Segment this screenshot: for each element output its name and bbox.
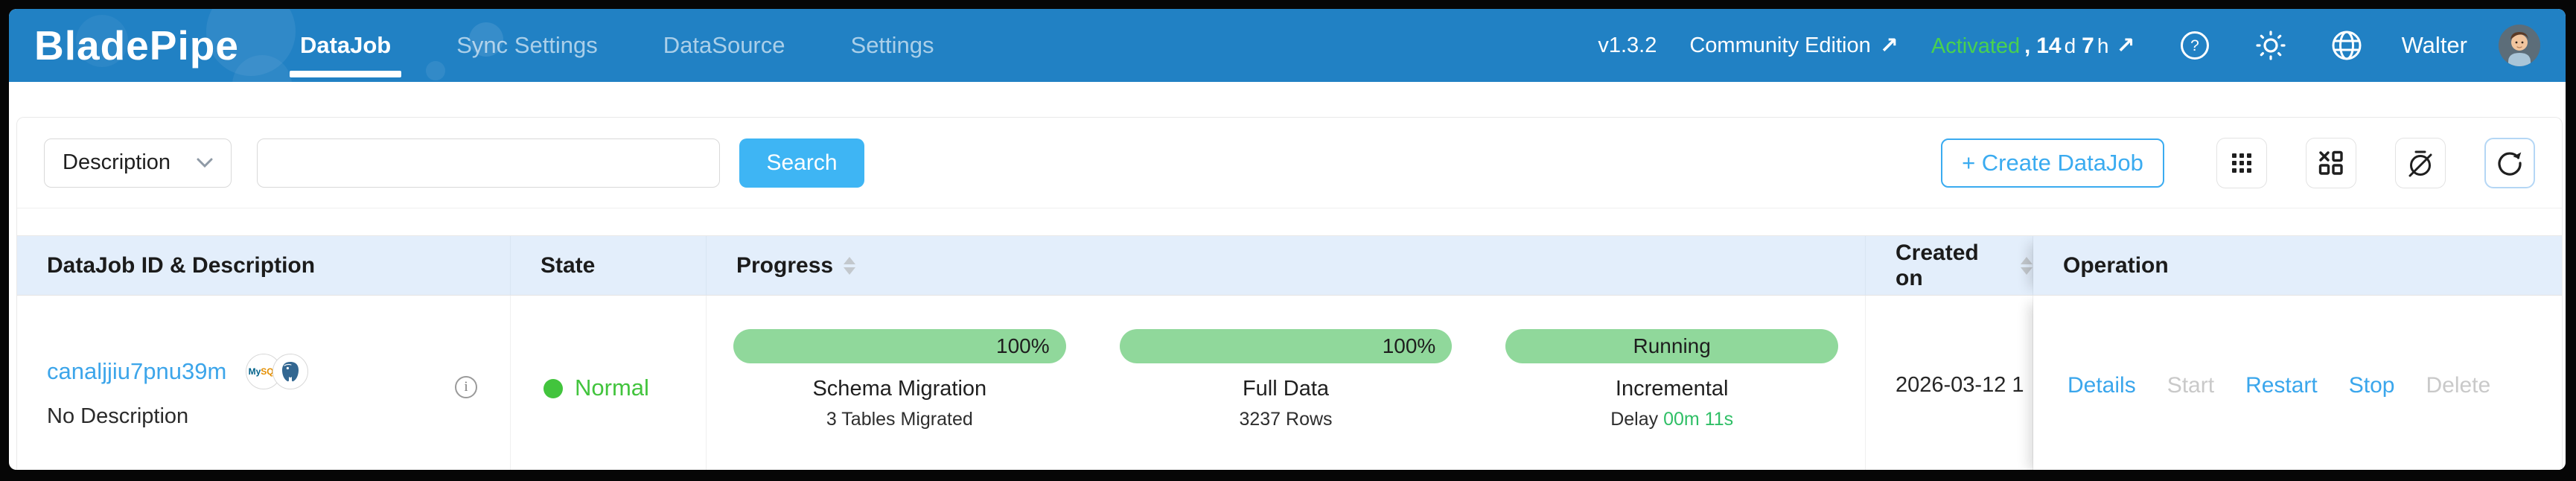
- svg-text:?: ?: [2190, 37, 2199, 54]
- progress-step-name: Schema Migration: [812, 377, 987, 401]
- col-header-state: State: [511, 236, 707, 296]
- postgresql-logo: [272, 354, 309, 389]
- progress-bar: 100%: [1119, 329, 1453, 363]
- app-window: BladePipe DataJob Sync Settings DataSour…: [9, 9, 2566, 470]
- state-dot-icon: [543, 379, 563, 398]
- external-link-icon: ↗: [2116, 33, 2135, 58]
- nav-item-label: Settings: [850, 32, 934, 58]
- nav-item-label: DataSource: [663, 32, 785, 58]
- progress-step-name: Incremental: [1615, 377, 1729, 401]
- uptime-hours-unit: h: [2097, 34, 2109, 57]
- app-logo: BladePipe: [34, 22, 239, 69]
- create-datajob-button[interactable]: + Create DataJob: [1941, 138, 2164, 188]
- nav-item-sync-settings[interactable]: Sync Settings: [449, 9, 605, 82]
- progress-bar: 100%: [733, 329, 1066, 363]
- progress-bar: Running: [1505, 329, 1838, 363]
- progress-step-schema-migration: 100% Schema Migration 3 Tables Migrated: [707, 329, 1093, 470]
- datajob-description: No Description: [47, 404, 189, 428]
- activated-label: Activated: [1931, 34, 2021, 58]
- progress-bar-label: 100%: [1382, 334, 1436, 357]
- top-navbar: BladePipe DataJob Sync Settings DataSour…: [9, 9, 2566, 82]
- progress-bar-label: Running: [1633, 334, 1711, 357]
- filter-select[interactable]: Description: [44, 138, 232, 188]
- progress-step-detail: 3 Tables Migrated: [826, 409, 973, 430]
- cell-created-on: 2026-03-12 1: [1866, 296, 2033, 470]
- col-header-id: DataJob ID & Description: [17, 236, 511, 296]
- operation-details[interactable]: Details: [2068, 373, 2136, 398]
- progress-step-detail: Delay 00m 11s: [1505, 409, 1838, 430]
- db-pair: MySQL: [246, 354, 309, 389]
- sorter-icon[interactable]: [2021, 256, 2033, 275]
- uptime-hours: 7: [2082, 33, 2094, 58]
- toolbar: Description Search + Create DataJob: [17, 118, 2562, 208]
- table-header-row: DataJob ID & Description State Progress …: [17, 236, 2562, 296]
- sun-icon[interactable]: [2250, 25, 2292, 66]
- sorter-icon[interactable]: [844, 256, 856, 275]
- cell-operation: Details Start Restart Stop Delete: [2033, 296, 2562, 470]
- operation-stop[interactable]: Stop: [2348, 373, 2395, 398]
- datajob-table: DataJob ID & Description State Progress …: [17, 235, 2562, 470]
- nav-item-label: DataJob: [299, 32, 392, 58]
- user-avatar[interactable]: [2499, 25, 2540, 66]
- nav-item-label: Sync Settings: [456, 32, 598, 58]
- state-label: Normal: [575, 375, 649, 401]
- chevron-down-icon: [197, 158, 213, 168]
- delay-label: Delay: [1610, 409, 1659, 430]
- nav-item-datajob[interactable]: DataJob: [289, 9, 402, 82]
- cell-progress: 100% Schema Migration 3 Tables Migrated …: [707, 296, 1866, 470]
- cell-state: Normal: [511, 296, 707, 470]
- content-card: Description Search + Create DataJob: [16, 117, 2563, 470]
- progress-step-incremental: Running Incremental Delay 00m 11s: [1479, 329, 1865, 470]
- external-link-icon: ↗: [1879, 33, 1898, 58]
- nav-item-settings[interactable]: Settings: [844, 9, 942, 82]
- reload-icon[interactable]: [2484, 137, 2535, 188]
- activation-status[interactable]: Activated , 14 d 7 h ↗: [1931, 33, 2135, 59]
- cell-id-description: canaljjiu7pnu39m MySQL: [17, 296, 511, 470]
- grid-dots-icon[interactable]: [2216, 137, 2267, 188]
- edition-link[interactable]: Community Edition ↗: [1689, 33, 1898, 59]
- progress-bar-label: 100%: [996, 334, 1050, 357]
- search-input[interactable]: [257, 138, 720, 188]
- col-header-label: Created on: [1896, 240, 1979, 290]
- search-button[interactable]: Search: [739, 138, 864, 188]
- main-nav: DataJob Sync Settings DataSource Setting…: [289, 9, 992, 82]
- category-icon[interactable]: [2306, 137, 2356, 188]
- col-header-label: Progress: [736, 252, 834, 278]
- col-header-created-on[interactable]: Created on: [1866, 236, 2033, 296]
- filter-select-value: Description: [63, 150, 171, 174]
- timer-off-icon[interactable]: [2395, 137, 2446, 188]
- activation-separator: ,: [2024, 34, 2031, 58]
- col-header-operation: Operation: [2033, 236, 2562, 296]
- col-header-label: Operation: [2063, 252, 2169, 278]
- col-header-label: State: [541, 252, 596, 278]
- uptime-days: 14: [2036, 33, 2062, 58]
- operation-start: Start: [2167, 373, 2215, 398]
- help-icon[interactable]: ?: [2174, 25, 2216, 66]
- delay-value: 00m 11s: [1663, 409, 1734, 430]
- nav-item-datasource[interactable]: DataSource: [656, 9, 793, 82]
- operation-delete: Delete: [2426, 373, 2491, 398]
- col-header-progress[interactable]: Progress: [707, 236, 1866, 296]
- progress-step-full-data: 100% Full Data 3237 Rows: [1093, 329, 1479, 470]
- datajob-id-link[interactable]: canaljjiu7pnu39m: [47, 358, 227, 384]
- edition-label: Community Edition: [1689, 33, 1871, 57]
- user-name[interactable]: Walter: [2401, 32, 2467, 58]
- operation-restart[interactable]: Restart: [2245, 373, 2318, 398]
- col-header-label: DataJob ID & Description: [47, 252, 316, 278]
- info-circle-icon[interactable]: i: [455, 376, 477, 398]
- table-row: canaljjiu7pnu39m MySQL: [17, 296, 2562, 470]
- uptime-days-unit: d: [2064, 34, 2076, 57]
- globe-icon[interactable]: [2326, 25, 2368, 66]
- progress-step-detail: 3237 Rows: [1239, 409, 1333, 430]
- version-label: v1.3.2: [1598, 33, 1657, 57]
- progress-step-name: Full Data: [1242, 377, 1330, 401]
- decor-bubble: [232, 55, 292, 82]
- navbar-right: v1.3.2 Community Edition ↗ Activated , 1…: [1598, 25, 2540, 66]
